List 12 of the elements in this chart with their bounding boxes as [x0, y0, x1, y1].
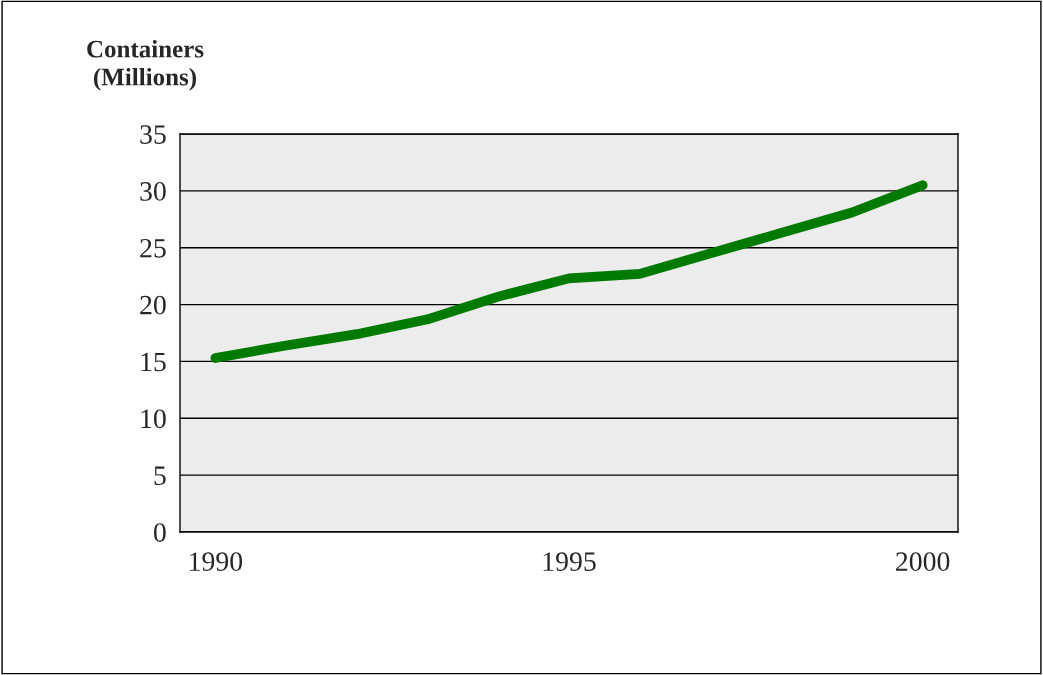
y-tick-label: 15 [141, 352, 166, 372]
y-tick-label: 25 [140, 238, 166, 258]
y-tick-label: 35 [140, 125, 166, 144]
y-tick-label: 0 [153, 523, 166, 542]
y-axis-title: Containers (Millions) [87, 40, 204, 91]
x-tick-label: 1995 [543, 552, 596, 571]
x-tick-label: 2000 [896, 552, 950, 571]
y-tick-label: 20 [140, 295, 166, 315]
x-tick-label: 1990 [190, 552, 243, 571]
y-tick-label: 10 [141, 409, 166, 429]
y-tick-label: 30 [140, 182, 166, 201]
y-tick-label: 5 [154, 466, 166, 486]
